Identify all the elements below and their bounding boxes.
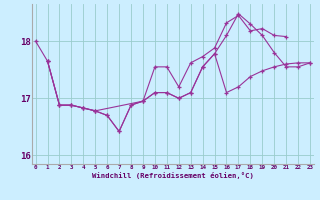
X-axis label: Windchill (Refroidissement éolien,°C): Windchill (Refroidissement éolien,°C) <box>92 172 254 179</box>
